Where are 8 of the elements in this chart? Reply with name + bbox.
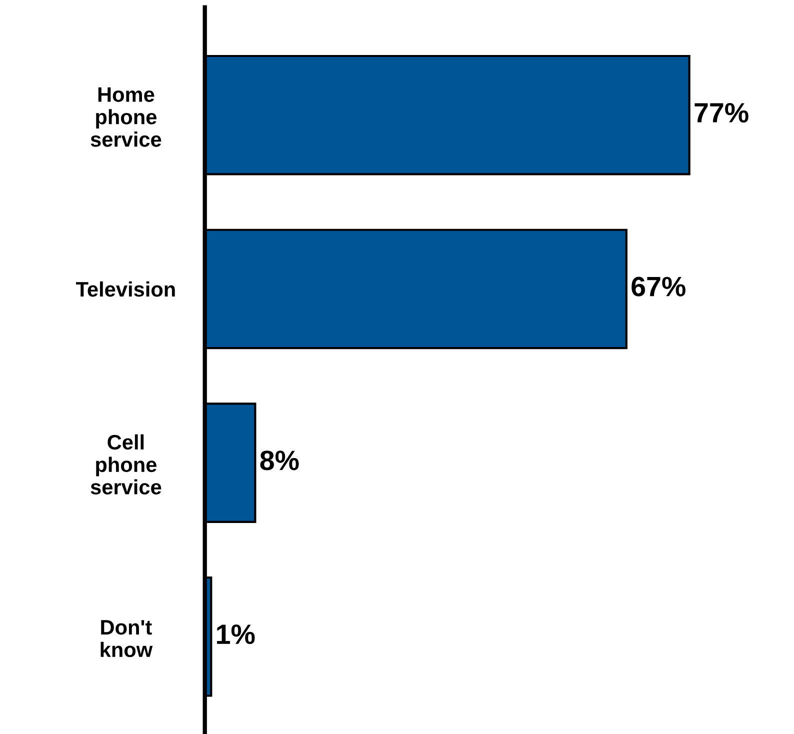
data-label: 1% (217, 624, 255, 644)
y-tick-label: Television (76, 281, 175, 297)
y-tick-label: Cell phone service (90, 434, 162, 495)
data-label: 67% (632, 276, 686, 296)
data-label: 77% (694, 102, 748, 123)
y-tick-label: Don't know (100, 620, 153, 658)
data-label: 8% (260, 450, 299, 470)
y-tick-label: Home phone service (90, 87, 162, 147)
